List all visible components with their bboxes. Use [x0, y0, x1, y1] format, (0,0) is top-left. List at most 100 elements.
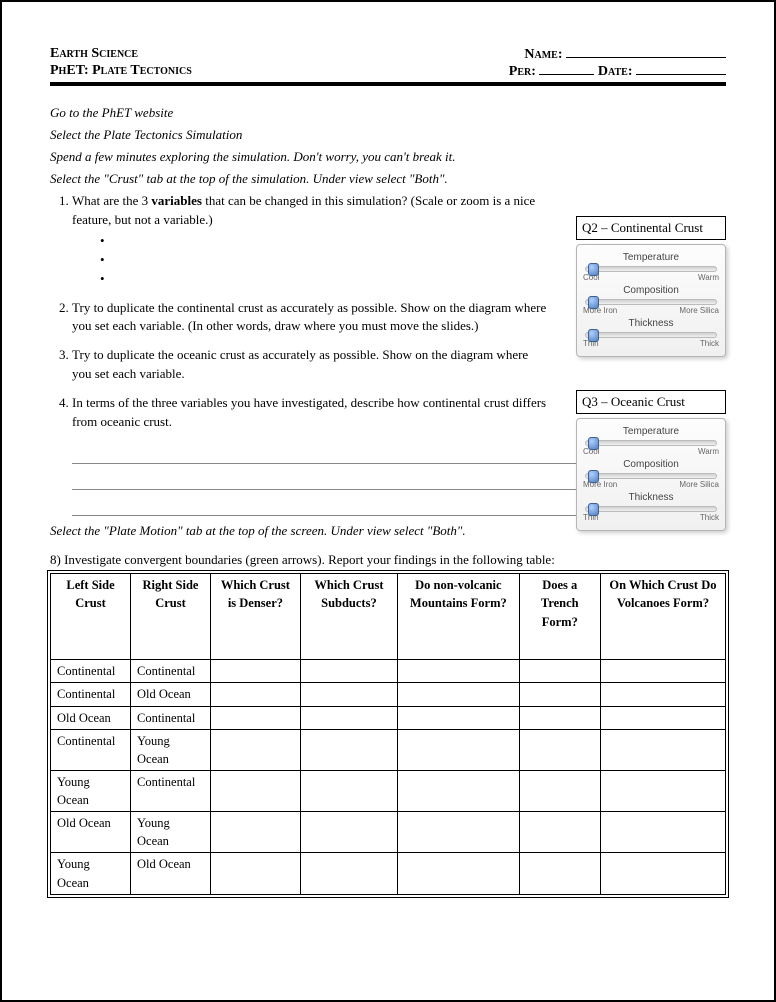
question-1: What are the 3 variables that can be cha… — [72, 192, 550, 288]
q2-temp-slider[interactable] — [585, 266, 717, 272]
answer-cell[interactable] — [600, 770, 725, 811]
panel-q3-title: Q3 – Oceanic Crust — [576, 390, 726, 414]
panel-q2: Q2 – Continental Crust Temperature CoolW… — [576, 216, 726, 357]
answer-cell[interactable] — [211, 853, 301, 894]
answer-cell[interactable] — [600, 706, 725, 729]
instruction-1: Go to the PhET website — [50, 104, 726, 123]
slider-thumb-icon[interactable] — [588, 296, 599, 309]
answer-cell[interactable] — [519, 683, 600, 706]
instruction-5: Select the "Plate Motion" tab at the top… — [50, 522, 550, 541]
answer-cell[interactable] — [519, 660, 600, 683]
table-row: Old OceanYoung Ocean — [51, 812, 726, 853]
answer-cell[interactable] — [600, 729, 725, 770]
q2-thick-label: Thickness — [583, 318, 719, 329]
per-label: Per: — [509, 64, 536, 79]
table-row: Young OceanOld Ocean — [51, 853, 726, 894]
answer-cell[interactable] — [398, 812, 520, 853]
findings-table: Left Side Crust Right Side Crust Which C… — [50, 573, 726, 894]
q4-answer-lines — [72, 442, 584, 516]
q2-temp-label: Temperature — [583, 252, 719, 263]
worksheet-page: Earth Science Name: PhET: Plate Tectonic… — [0, 0, 776, 1002]
q3-thick-slider[interactable] — [585, 506, 717, 512]
answer-cell[interactable] — [300, 770, 397, 811]
th-trench: Does a Trench Form? — [519, 574, 600, 660]
q1-bullet-3[interactable] — [100, 270, 550, 289]
th-denser: Which Crust is Denser? — [211, 574, 301, 660]
instruction-3: Spend a few minutes exploring the simula… — [50, 148, 726, 167]
slider-thumb-icon[interactable] — [588, 470, 599, 483]
answer-line-3[interactable] — [72, 494, 584, 516]
th-left-crust: Left Side Crust — [51, 574, 131, 660]
answer-cell[interactable] — [519, 853, 600, 894]
answer-cell[interactable] — [300, 812, 397, 853]
answer-cell[interactable] — [211, 683, 301, 706]
worksheet-title: PhET: Plate Tectonics — [50, 63, 192, 80]
q1-bullet-2[interactable] — [100, 251, 550, 270]
q2-comp-label: Composition — [583, 285, 719, 296]
answer-cell[interactable] — [300, 729, 397, 770]
answer-line-2[interactable] — [72, 468, 584, 490]
crust-cell: Old Ocean — [51, 706, 131, 729]
answer-cell[interactable] — [519, 706, 600, 729]
name-blank[interactable] — [566, 46, 726, 58]
answer-cell[interactable] — [398, 706, 520, 729]
crust-cell: Young Ocean — [51, 770, 131, 811]
question-4: In terms of the three variables you have… — [72, 394, 550, 432]
answer-cell[interactable] — [398, 660, 520, 683]
panel-q3-box: Temperature CoolWarm Composition More Ir… — [576, 418, 726, 531]
answer-cell[interactable] — [211, 729, 301, 770]
answer-cell[interactable] — [300, 706, 397, 729]
answer-line-1[interactable] — [72, 442, 584, 464]
answer-cell[interactable] — [211, 660, 301, 683]
answer-cell[interactable] — [398, 729, 520, 770]
crust-cell: Young Ocean — [131, 812, 211, 853]
panel-q2-title: Q2 – Continental Crust — [576, 216, 726, 240]
table-row: ContinentalYoung Ocean — [51, 729, 726, 770]
answer-cell[interactable] — [300, 853, 397, 894]
table-row: ContinentalOld Ocean — [51, 683, 726, 706]
q1-bullet-1[interactable] — [100, 232, 550, 251]
answer-cell[interactable] — [600, 660, 725, 683]
answer-cell[interactable] — [211, 706, 301, 729]
q3-temp-label: Temperature — [583, 426, 719, 437]
slider-thumb-icon[interactable] — [588, 263, 599, 276]
answer-cell[interactable] — [398, 683, 520, 706]
answer-cell[interactable] — [600, 683, 725, 706]
answer-cell[interactable] — [600, 812, 725, 853]
crust-cell: Old Ocean — [131, 853, 211, 894]
slider-thumb-icon[interactable] — [588, 437, 599, 450]
date-label: Date: — [598, 64, 633, 79]
answer-cell[interactable] — [211, 812, 301, 853]
header-row-1: Earth Science Name: — [50, 46, 726, 63]
q2-comp-slider[interactable] — [585, 299, 717, 305]
panel-q3: Q3 – Oceanic Crust Temperature CoolWarm … — [576, 390, 726, 531]
th-volcanoes: On Which Crust Do Volcanoes Form? — [600, 574, 725, 660]
slider-thumb-icon[interactable] — [588, 329, 599, 342]
question-list: What are the 3 variables that can be cha… — [50, 192, 550, 431]
q2-thick-slider[interactable] — [585, 332, 717, 338]
crust-cell: Continental — [51, 683, 131, 706]
q3-comp-slider[interactable] — [585, 473, 717, 479]
answer-cell[interactable] — [398, 853, 520, 894]
date-blank[interactable] — [636, 63, 726, 75]
th-subducts: Which Crust Subducts? — [300, 574, 397, 660]
q3-temp-slider[interactable] — [585, 440, 717, 446]
answer-cell[interactable] — [398, 770, 520, 811]
crust-cell: Young Ocean — [51, 853, 131, 894]
table-row: Old OceanContinental — [51, 706, 726, 729]
crust-cell: Continental — [51, 729, 131, 770]
answer-cell[interactable] — [211, 770, 301, 811]
answer-cell[interactable] — [300, 683, 397, 706]
per-blank[interactable] — [539, 63, 594, 75]
q3-thick-label: Thickness — [583, 492, 719, 503]
answer-cell[interactable] — [519, 729, 600, 770]
answer-cell[interactable] — [519, 770, 600, 811]
table-body: ContinentalContinentalContinentalOld Oce… — [51, 660, 726, 894]
answer-cell[interactable] — [519, 812, 600, 853]
th-mountains: Do non-volcanic Mountains Form? — [398, 574, 520, 660]
answer-cell[interactable] — [600, 853, 725, 894]
slider-thumb-icon[interactable] — [588, 503, 599, 516]
header-row-2: PhET: Plate Tectonics Per: Date: — [50, 63, 726, 80]
answer-cell[interactable] — [300, 660, 397, 683]
th-right-crust: Right Side Crust — [131, 574, 211, 660]
